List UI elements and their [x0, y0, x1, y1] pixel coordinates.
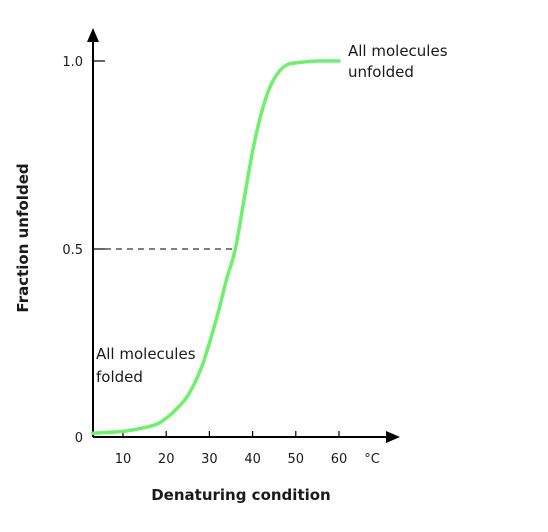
x-unit-label: °C — [364, 452, 380, 467]
x-axis-title: Denaturing condition — [151, 486, 331, 504]
annotation-unfolded: All molecules unfolded — [348, 42, 452, 81]
series-line — [91, 59, 341, 435]
x-tick-label: 30 — [201, 452, 218, 467]
x-tick-label: 40 — [244, 452, 261, 467]
y-tick-label: 0 — [75, 431, 83, 446]
x-tick-label: 60 — [331, 452, 348, 467]
x-axis-arrowhead — [386, 431, 400, 443]
y-axis-arrowhead — [87, 28, 99, 42]
x-tick-label: 20 — [158, 452, 175, 467]
annotation-folded: All molecules folded — [96, 345, 200, 386]
x-tick-label: 10 — [115, 452, 132, 467]
y-axis-title: Fraction unfolded — [14, 163, 32, 312]
y-tick-label: 0.5 — [62, 243, 83, 258]
x-tick-label: 50 — [288, 452, 305, 467]
y-tick-label: 1.0 — [62, 55, 83, 70]
